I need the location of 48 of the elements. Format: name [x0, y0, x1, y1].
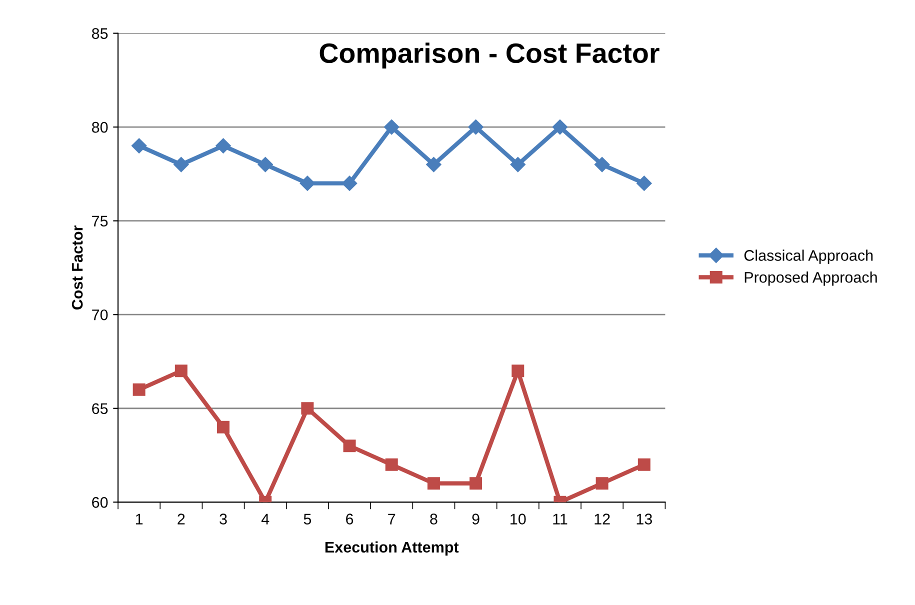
x-tick-label: 2 [178, 514, 185, 524]
x-tick-label: 4 [261, 514, 270, 524]
y-tick-label: 80 [92, 122, 108, 133]
point [596, 477, 608, 490]
point [636, 176, 652, 191]
point [258, 156, 273, 172]
point [132, 383, 146, 396]
x-tick-label: 9 [472, 514, 480, 524]
point [384, 119, 400, 135]
point [343, 440, 356, 452]
point [594, 156, 610, 172]
point [132, 138, 147, 154]
point [468, 119, 484, 135]
y-axis-title: Cost Factor [72, 225, 83, 310]
y-tick-label: 75 [92, 216, 108, 227]
point [174, 156, 189, 172]
point [174, 364, 188, 378]
point [552, 119, 568, 135]
y-tick-label: 60 [92, 497, 108, 508]
x-axis-title: Execution Attempt [325, 541, 459, 556]
point [301, 402, 314, 415]
point [216, 138, 231, 154]
x-tick-label: 3 [220, 514, 227, 524]
point [385, 458, 398, 471]
point [512, 364, 524, 378]
y-tick-label: 85 [92, 28, 108, 39]
x-tick-label: 5 [304, 514, 312, 524]
legend-label: Classical Approach [744, 250, 873, 264]
y-tick-label: 65 [92, 403, 108, 414]
x-tick-label: 12 [594, 514, 610, 524]
legend-label: Proposed Approach [744, 272, 877, 286]
point [470, 477, 482, 490]
point [427, 477, 440, 490]
point [638, 458, 650, 471]
point [300, 176, 316, 191]
x-tick-label: 6 [346, 514, 354, 524]
y-tick-label: 70 [92, 309, 108, 320]
x-tick-label: 7 [388, 514, 396, 524]
point [342, 176, 358, 191]
x-tick-label: 11 [553, 514, 568, 524]
point [510, 156, 526, 172]
x-tick-label: 13 [636, 514, 652, 524]
point [217, 420, 230, 434]
chart-title: Comparison - Cost Factor [320, 42, 660, 69]
x-tick-label: 10 [510, 514, 526, 524]
point [426, 156, 442, 172]
x-tick-label: 1 [136, 514, 143, 524]
x-tick-label: 8 [430, 514, 438, 524]
